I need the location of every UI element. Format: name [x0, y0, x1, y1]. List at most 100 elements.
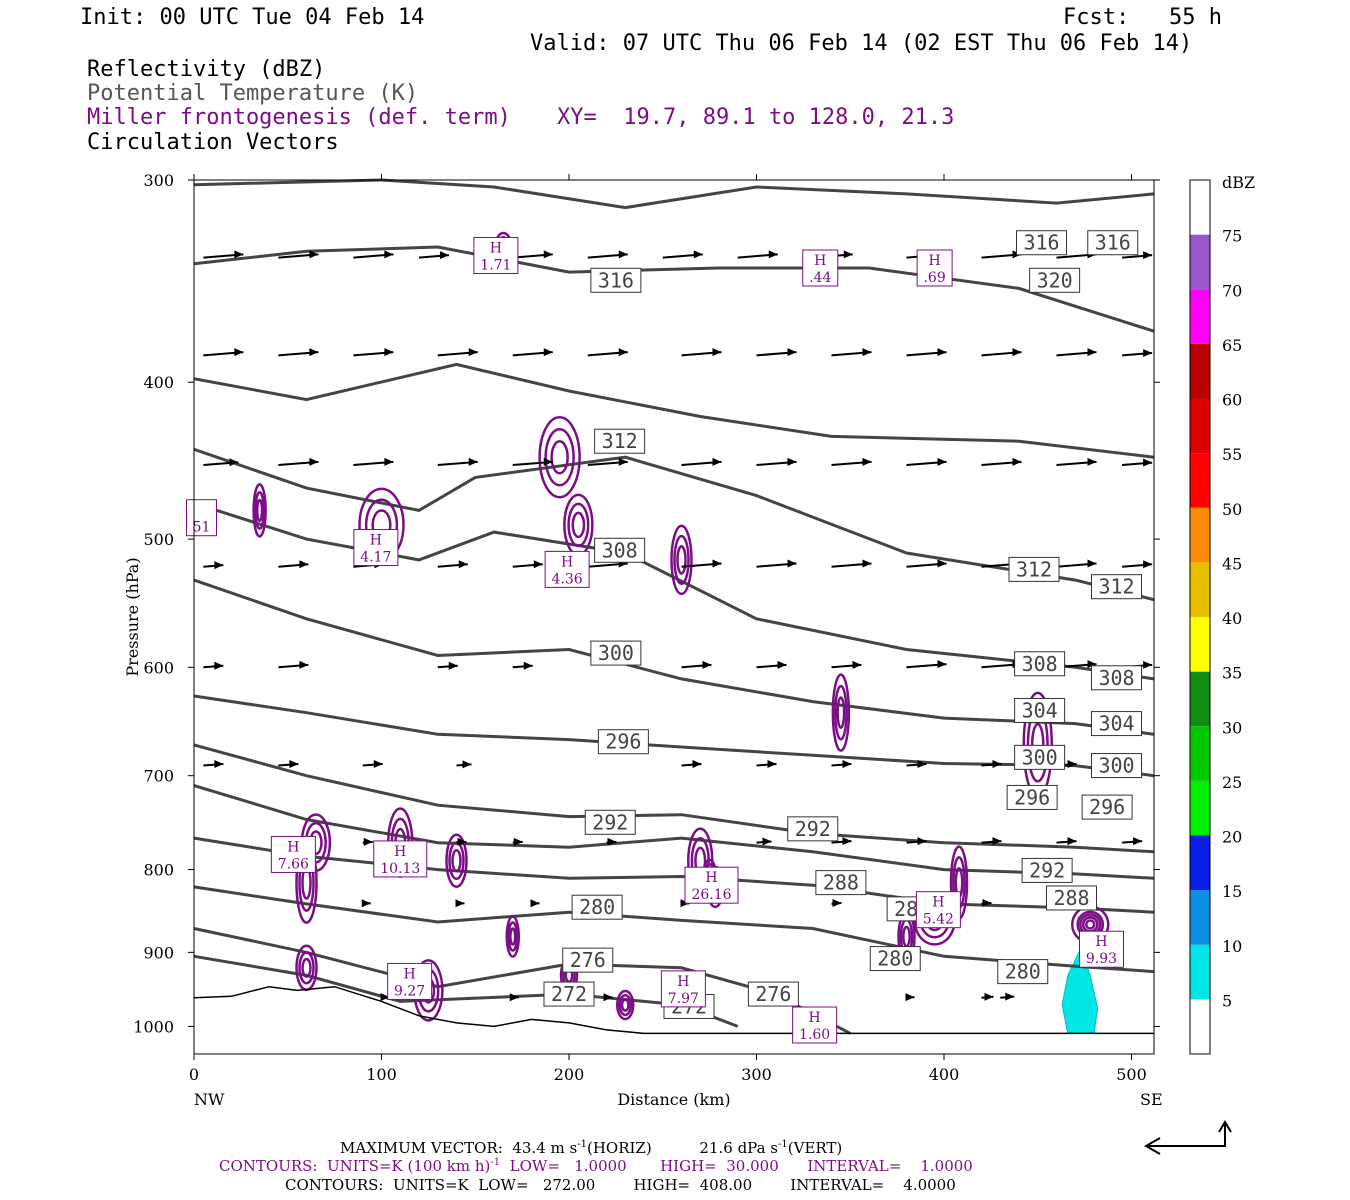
- theta-label: 304: [1022, 698, 1058, 722]
- circulation-vector-head: [309, 250, 319, 259]
- y-tick-label: 800: [143, 861, 174, 880]
- frontogenesis-contour: [445, 833, 468, 888]
- circulation-vector-head: [1087, 457, 1097, 466]
- circulation-vector-head: [787, 559, 797, 568]
- colorbar-label: 30: [1222, 718, 1242, 737]
- theta-label: 288: [1053, 886, 1089, 910]
- x-tick-label: 0: [189, 1065, 199, 1084]
- contours-fronto-info: CONTOURS: UNITS=K (100 km h)-1 LOW= 1.00…: [219, 1157, 973, 1175]
- fronto-max-value: 9.27: [394, 983, 425, 999]
- fronto-max-box: [915, 891, 961, 929]
- y-tick-label: 600: [143, 658, 174, 677]
- frontogenesis-contour: [451, 849, 462, 873]
- circulation-vector-head: [1012, 457, 1022, 466]
- theta-label: 316: [1023, 231, 1059, 255]
- circulation-vector-head: [937, 348, 947, 357]
- fronto-max-value: 4.36: [552, 571, 583, 587]
- fronto-max-value: 10.13: [380, 861, 420, 877]
- circulation-vector-head: [618, 250, 628, 259]
- circulation-vector-head: [533, 560, 543, 569]
- frontogenesis-contour: [252, 483, 267, 538]
- circulation-vector-head: [787, 457, 797, 466]
- theta-label-box: [1006, 784, 1058, 810]
- circulation-vector-head: [384, 250, 394, 259]
- frontogenesis-contour: [505, 915, 520, 958]
- circulation-vector-head: [468, 348, 478, 357]
- frontogenesis-contour: [550, 439, 569, 475]
- frontogenesis-contour: [834, 684, 848, 741]
- theta-label-box: [584, 809, 636, 835]
- theta-isentrope: [193, 362, 1155, 459]
- fronto-max-box: [544, 550, 590, 588]
- theta-label: 280: [579, 895, 615, 919]
- theta-label-box: [869, 946, 921, 972]
- contours-fronto-sup: -1: [490, 1157, 501, 1168]
- theta-label-box: [1091, 574, 1142, 600]
- fronto-max-value: 1.71: [480, 257, 511, 273]
- field-frontogenesis: Miller frontogenesis (def. term): [87, 105, 511, 130]
- x-tick-label: 200: [554, 1065, 585, 1084]
- frontogenesis-contour: [670, 524, 693, 596]
- circulation-vector-head: [468, 457, 478, 466]
- theta-isentrope: [193, 927, 851, 1035]
- circulation-vector-head: [1005, 992, 1015, 1001]
- fronto-max-marker: H: [814, 253, 826, 269]
- theta-label: 308: [1022, 652, 1058, 676]
- fronto-max-marker: H: [561, 554, 573, 570]
- theta-label-box: [1014, 697, 1066, 723]
- circulation-vector-head: [1143, 660, 1153, 669]
- terrain-surface: [193, 985, 1154, 1035]
- circulation-vector-head: [1012, 348, 1022, 357]
- y-tick-label: 500: [143, 530, 174, 549]
- theta-label: 304: [1098, 712, 1134, 736]
- reference-vector-icon: [1143, 1120, 1232, 1155]
- fronto-max-box: [684, 866, 739, 904]
- theta-label-box: [597, 729, 649, 755]
- max-vector-value: MAXIMUM VECTOR: 43.4 m s: [340, 1139, 578, 1157]
- theta-label-box: [562, 947, 614, 973]
- frontogenesis-contour: [538, 415, 581, 499]
- fronto-max-value: .69: [923, 270, 945, 286]
- circulation-vector-head: [982, 899, 992, 908]
- theta-label: 296: [1089, 795, 1125, 819]
- colorbar-segment: [1190, 289, 1210, 344]
- theta-label: 280: [877, 947, 913, 971]
- theta-isentrope: [193, 836, 1155, 914]
- theta-label: 312: [602, 429, 638, 453]
- fronto-max-marker: H: [370, 533, 382, 549]
- x-tick-label: 300: [741, 1065, 772, 1084]
- fronto-max-marker: H: [677, 974, 689, 990]
- circulation-vector-head: [992, 837, 1002, 846]
- frontogenesis-contour: [567, 502, 590, 548]
- max-vector-line: MAXIMUM VECTOR: 43.4 m s-1(HORIZ) 21.6 d…: [340, 1139, 842, 1157]
- theta-label: 308: [602, 538, 638, 562]
- circulation-vector-head: [363, 837, 373, 846]
- contours-fronto-range: LOW= 1.0000 HIGH= 30.000 INTERVAL= 1.000…: [509, 1157, 973, 1175]
- fronto-max-value: 7.97: [668, 991, 699, 1007]
- theta-label: 320: [1037, 268, 1073, 292]
- colorbar-segment: [1190, 890, 1210, 945]
- colorbar-segment: [1190, 780, 1210, 836]
- theta-isentrope: [193, 178, 1155, 210]
- colorbar-label: 25: [1222, 773, 1242, 792]
- circulation-vector-head: [1133, 837, 1143, 846]
- theta-label-box: [1087, 230, 1139, 256]
- theta-label-box: [747, 981, 799, 1007]
- circulation-vector-head: [523, 661, 533, 670]
- circulation-vector-head: [234, 250, 244, 259]
- circulation-vector-head: [787, 348, 797, 357]
- theta-label: 292: [1029, 858, 1065, 882]
- colorbar-label: 55: [1222, 445, 1242, 464]
- fronto-max-box: [1079, 930, 1124, 968]
- frontogenesis-contour: [255, 498, 264, 523]
- circulation-vector-head: [455, 899, 465, 908]
- theta-label-box: [997, 959, 1049, 985]
- circulation-vector-head: [299, 560, 309, 569]
- circulation-vector-head: [384, 348, 394, 357]
- circulation-vector-head: [702, 660, 712, 669]
- fronto-max-box: [802, 249, 839, 287]
- circulation-vector-head: [509, 993, 519, 1002]
- fronto-max-box: [186, 499, 217, 537]
- theta-label-box: [571, 894, 623, 920]
- fronto-max-box: [387, 962, 433, 1000]
